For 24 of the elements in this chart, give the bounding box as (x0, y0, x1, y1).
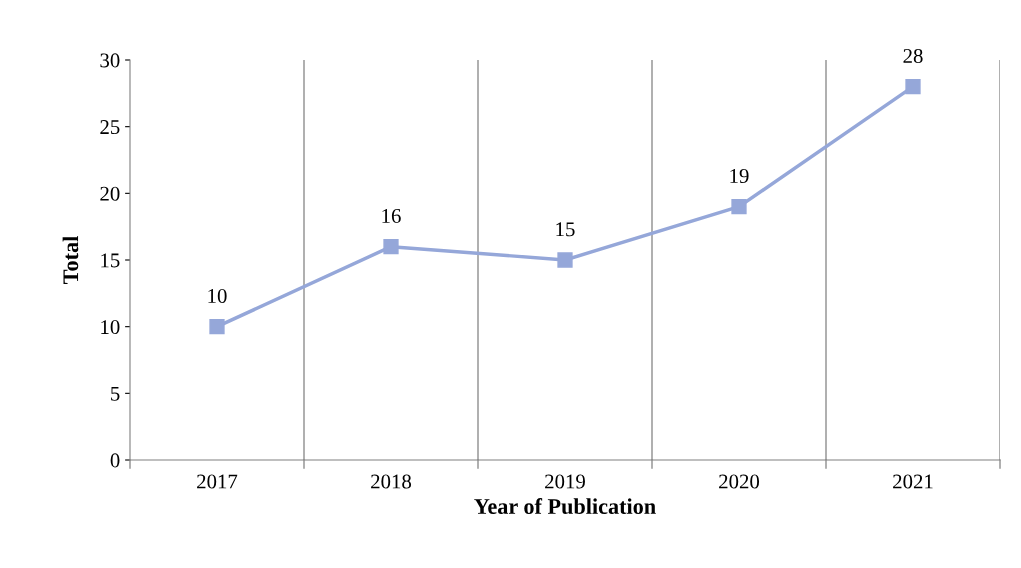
data-label: 28 (903, 48, 923, 63)
y-axis-title: Total (62, 236, 79, 284)
y-tick-label: 10 (101, 320, 120, 335)
point (383, 239, 399, 255)
y-tick-label: 30 (100, 53, 120, 68)
y-tick-label: 5 (111, 386, 120, 401)
x-tick-label: 2019 (545, 474, 585, 489)
x-tick-label: 2017 (197, 474, 238, 489)
data-label: 16 (382, 208, 401, 223)
y-tick-label: 25 (100, 120, 120, 135)
data-label: 19 (730, 168, 749, 183)
data-label: 10 (208, 288, 227, 303)
y-tick-label: 15 (101, 253, 120, 268)
point (905, 79, 921, 95)
y-tick-label: 0 (110, 453, 120, 468)
x-tick-label: 2018 (371, 474, 412, 489)
y-tick-label: 20 (100, 186, 120, 201)
x-tick-label: 2021 (893, 474, 933, 489)
point (731, 199, 747, 215)
point (557, 252, 573, 268)
x-axis-title: Year of Publication (474, 498, 656, 515)
point (209, 319, 225, 335)
data-label: 15 (556, 222, 575, 237)
x-tick-label: 2020 (719, 474, 760, 489)
